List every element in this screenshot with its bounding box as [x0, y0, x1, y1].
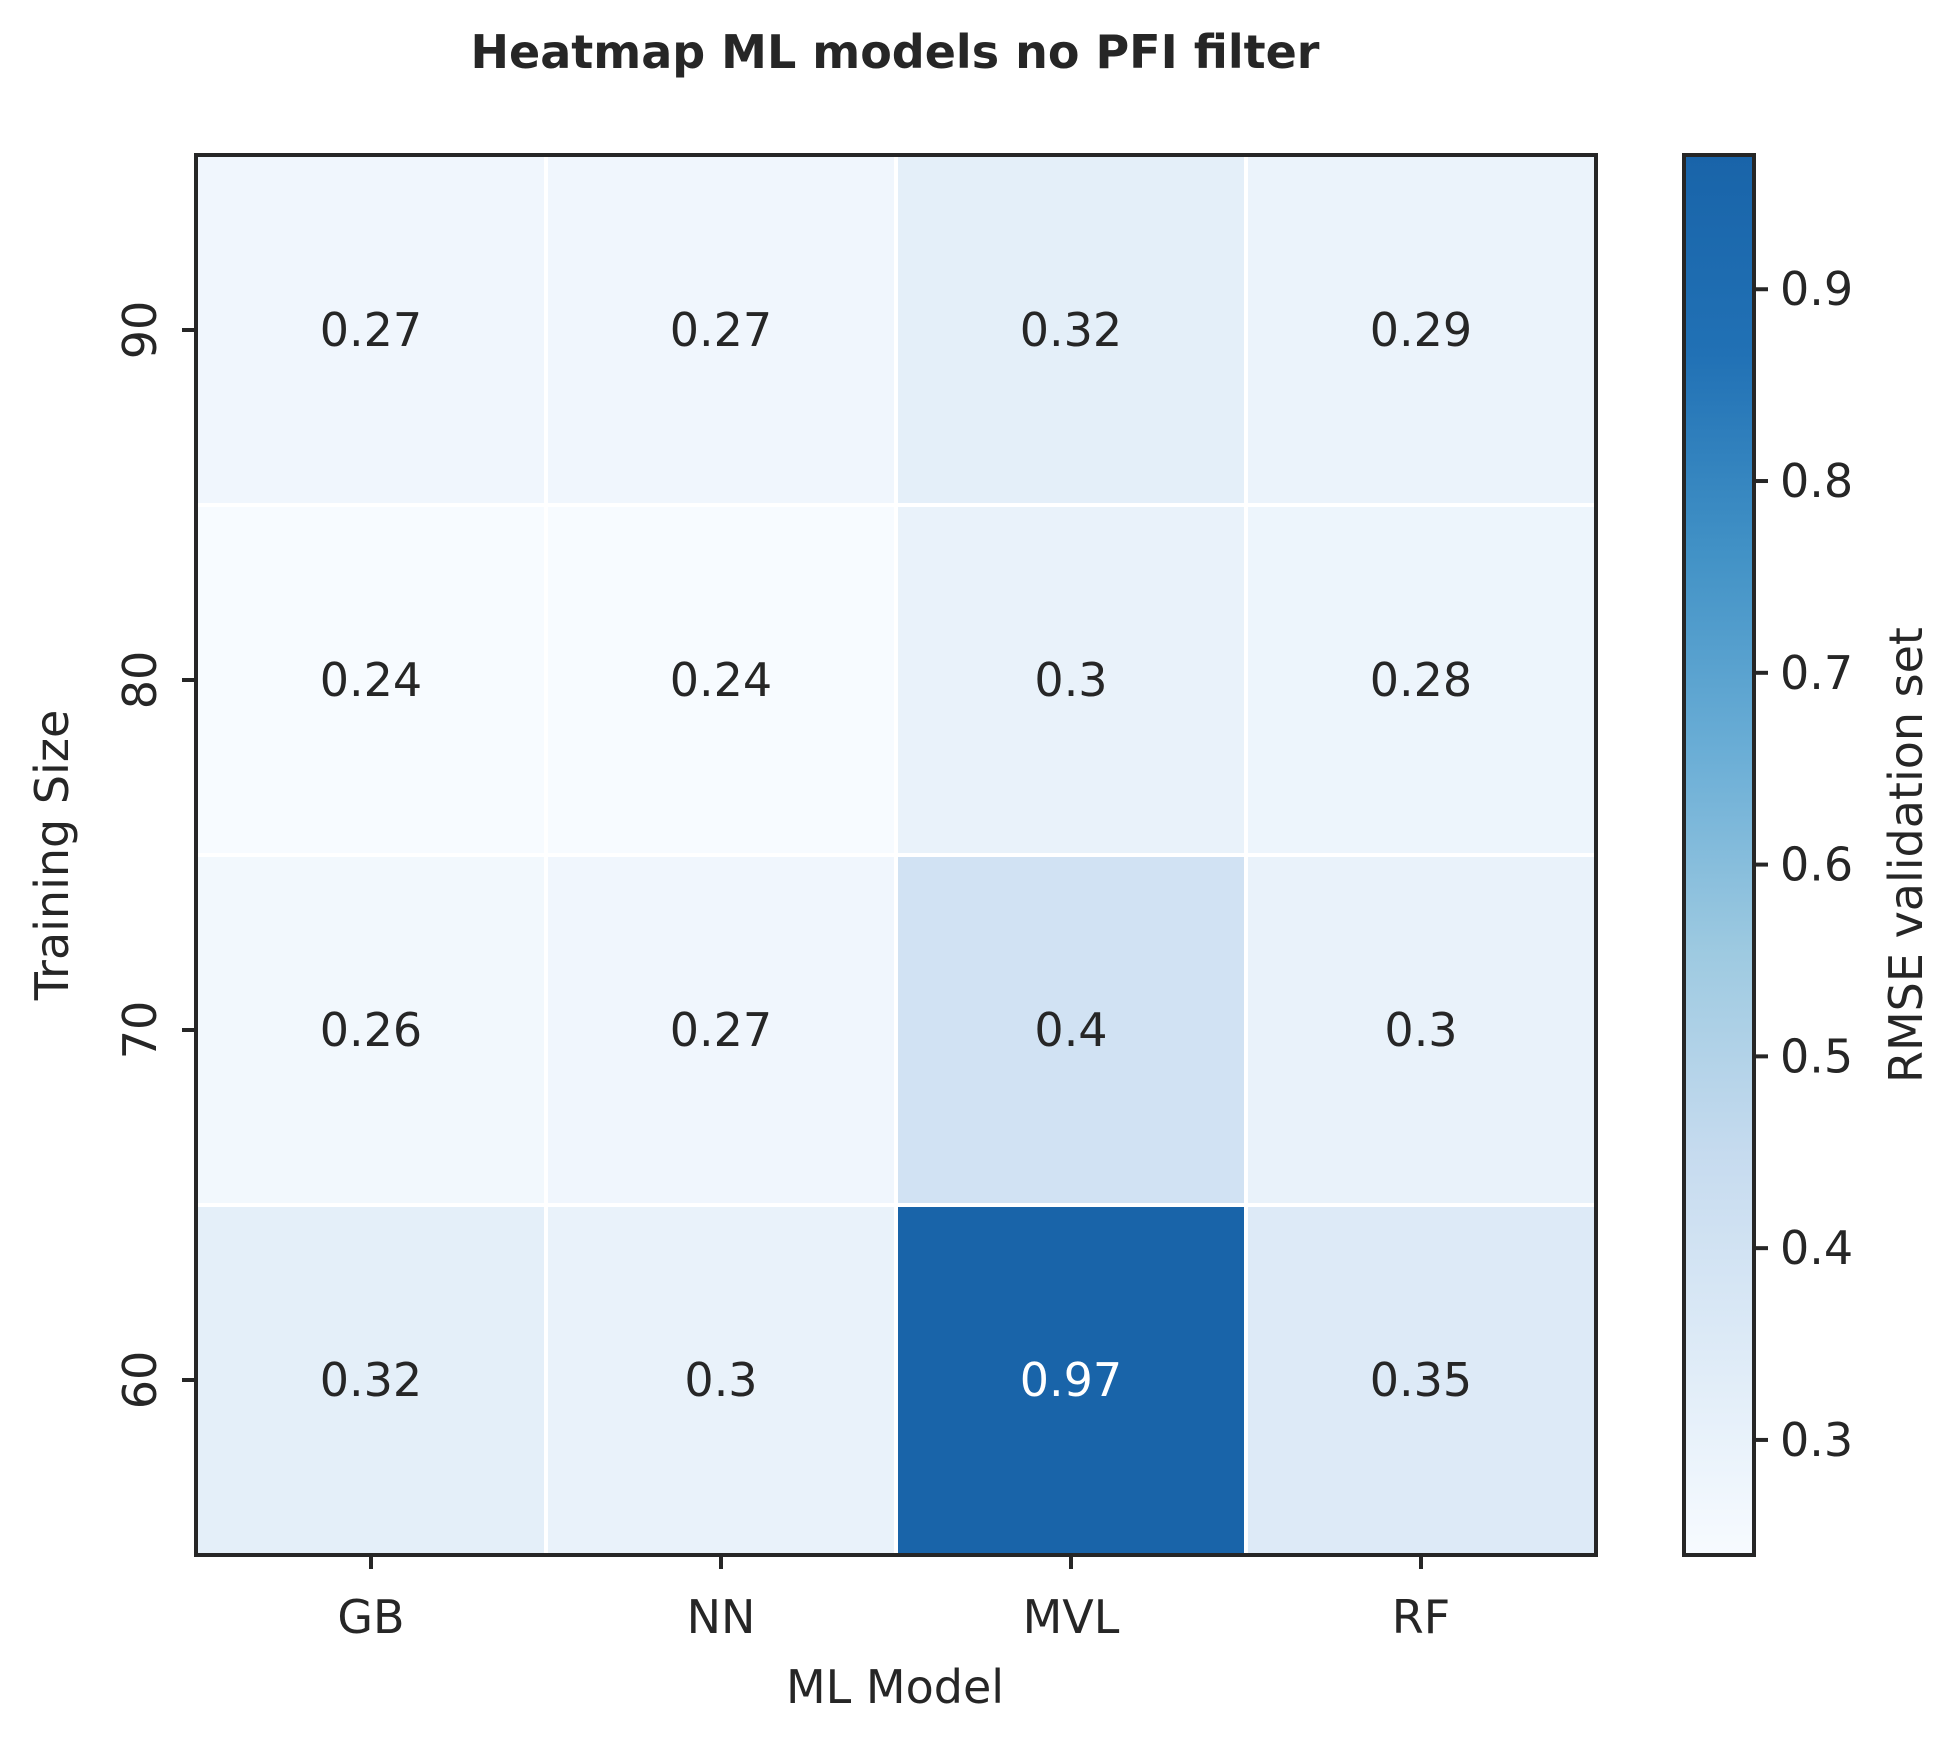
heatmap-cell	[1244, 1203, 1598, 1557]
heatmap-cell	[1244, 503, 1598, 857]
y-tick-label: 90	[113, 301, 167, 360]
heatmap-cell	[894, 1203, 1248, 1557]
cell-value-label: 0.3	[1384, 1003, 1457, 1057]
colorbar-tick-label: 0.6	[1780, 838, 1853, 892]
heatmap-cell	[544, 503, 898, 857]
cell-value-label: 0.3	[1034, 653, 1107, 707]
y-tick-label: 80	[113, 651, 167, 710]
colorbar-frame	[1682, 153, 1756, 1557]
cell-value-label: 0.24	[670, 653, 772, 707]
y-axis-label: Training Size	[25, 710, 79, 1002]
heatmap-cell	[544, 153, 898, 507]
cell-value-label: 0.97	[1020, 1353, 1122, 1407]
heatmap-cell	[1244, 153, 1598, 507]
y-axis: 90 80 70 60	[113, 301, 196, 1410]
heatmap-cell	[544, 1203, 898, 1557]
colorbar-tick-label: 0.8	[1780, 454, 1853, 508]
cell-value-label: 0.32	[1020, 303, 1122, 357]
x-tick-label: MVL	[1023, 1590, 1120, 1644]
x-axis-label: ML Model	[786, 1660, 1004, 1714]
heatmap-cells	[194, 153, 1598, 1557]
cell-value-label: 0.27	[670, 303, 772, 357]
cell-value-label: 0.3	[684, 1353, 757, 1407]
cell-value-label: 0.32	[320, 1353, 422, 1407]
colorbar	[1684, 155, 1754, 1555]
colorbar-tick-label: 0.5	[1780, 1029, 1853, 1083]
cell-value-label: 0.35	[1370, 1353, 1472, 1407]
cell-value-label: 0.28	[1370, 653, 1472, 707]
heatmap-cell	[1244, 853, 1598, 1207]
x-tick-label: RF	[1392, 1590, 1450, 1644]
colorbar-tick-label: 0.7	[1780, 646, 1853, 700]
heatmap-cell	[194, 153, 548, 507]
colorbar-ticks: 0.3 0.4 0.5 0.6 0.7 0.8 0.9	[1754, 262, 1853, 1467]
cell-value-label: 0.26	[320, 1003, 422, 1057]
y-tick-label: 60	[113, 1351, 167, 1410]
colorbar-tick-label: 0.4	[1780, 1221, 1853, 1275]
y-tick-label: 70	[113, 1001, 167, 1060]
cell-value-label: 0.27	[320, 303, 422, 357]
colorbar-tick-label: 0.3	[1780, 1413, 1853, 1467]
cell-value-label: 0.27	[670, 1003, 772, 1057]
cell-value-label: 0.24	[320, 653, 422, 707]
heatmap-cell	[544, 853, 898, 1207]
colorbar-tick-label: 0.9	[1780, 262, 1853, 316]
heatmap-cell	[194, 1203, 548, 1557]
heatmap-cell	[194, 503, 548, 857]
chart-title: Heatmap ML models no PFI filter	[471, 25, 1320, 79]
plot-frame	[194, 153, 1598, 1557]
cell-value-label: 0.4	[1034, 1003, 1107, 1057]
x-tick-label: NN	[687, 1590, 756, 1644]
x-axis: GB NN MVL RF	[337, 1555, 1450, 1644]
x-tick-label: GB	[337, 1590, 404, 1644]
cell-value-label: 0.29	[1370, 303, 1472, 357]
colorbar-label: RMSE validation set	[1879, 627, 1933, 1083]
heatmap-cell-labels: 0.27 0.27 0.32 0.29 0.24 0.24 0.3 0.28 0.26 0.27 0…	[320, 303, 1472, 1407]
